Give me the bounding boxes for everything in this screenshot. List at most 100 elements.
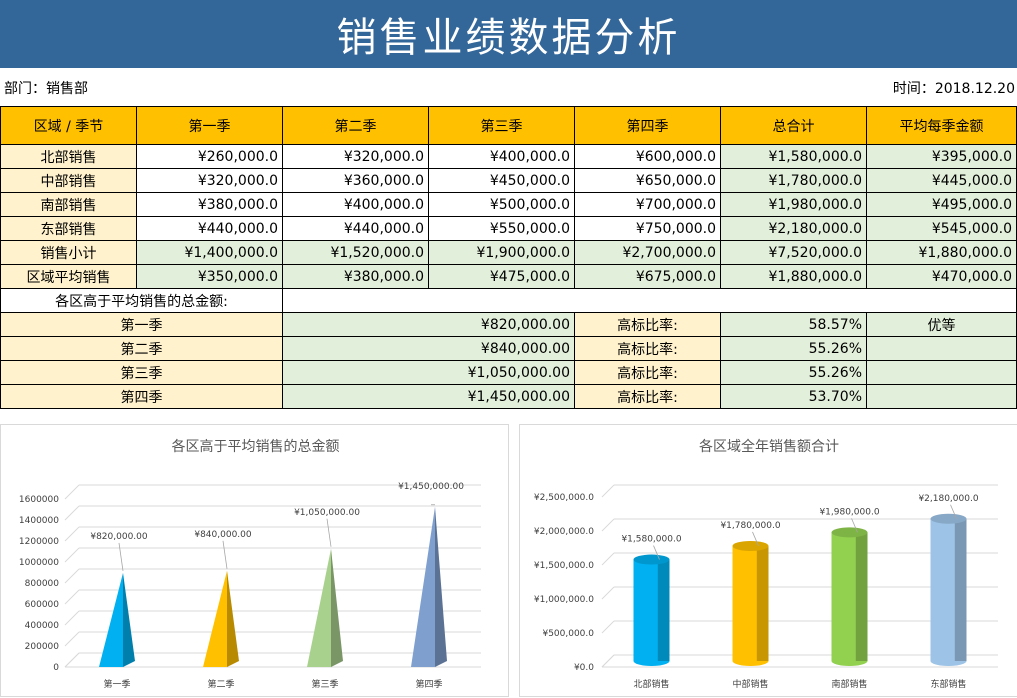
table-cell[interactable]: ¥1,880,000.0 [720, 264, 867, 289]
table-cell[interactable]: ¥1,520,000.0 [282, 240, 429, 265]
table-cell[interactable]: ¥1,980,000.0 [720, 192, 867, 217]
rate-label[interactable]: 高标比率: [574, 384, 721, 409]
cylinder-shade [954, 518, 967, 661]
grade-cell[interactable] [866, 360, 1017, 385]
table-cell[interactable]: ¥675,000.0 [574, 264, 721, 289]
cylinder-shade [855, 532, 868, 661]
y-tick-label: 0 [53, 663, 59, 673]
grade-cell[interactable] [866, 384, 1017, 409]
data-label: ¥840,000.00 [194, 530, 252, 540]
page-title: 销售业绩数据分析 [0, 0, 1017, 68]
table-cell[interactable]: ¥400,000.0 [428, 144, 575, 169]
table-row: 东部销售 ¥440,000.0 ¥440,000.0 ¥550,000.0 ¥7… [0, 216, 1017, 241]
rate-value[interactable]: 53.70% [720, 384, 867, 409]
summary-title[interactable]: 各区高于平均销售的总金额: [0, 288, 283, 313]
y-tick-label: ¥1,000,000.0 [534, 595, 594, 605]
rate-label[interactable]: 高标比率: [574, 312, 721, 337]
table-cell[interactable]: ¥550,000.0 [428, 216, 575, 241]
rate-value[interactable]: 58.57% [720, 312, 867, 337]
x-tick-label: 第二季 [207, 678, 234, 690]
cylinder-chart[interactable]: 各区域全年销售额合计 ¥0.0 ¥500,000.0 ¥1,000,000.0 ¥1,5… [519, 424, 1017, 697]
table-cell[interactable]: ¥1,780,000.0 [720, 168, 867, 193]
data-label: ¥820,000.00 [90, 532, 148, 542]
data-label: ¥1,580,000.0 [621, 535, 681, 545]
table-cell[interactable]: ¥700,000.0 [574, 192, 721, 217]
table-cell[interactable]: ¥440,000.0 [282, 216, 429, 241]
summary-season[interactable]: 第四季 [0, 384, 283, 409]
table-cell[interactable]: ¥450,000.0 [428, 168, 575, 193]
grade-cell[interactable] [866, 336, 1017, 361]
row-label[interactable]: 中部销售 [0, 168, 137, 193]
summary-season[interactable]: 第三季 [0, 360, 283, 385]
table-cell[interactable]: ¥470,000.0 [866, 264, 1017, 289]
empty-cell[interactable] [282, 288, 1017, 313]
table-row: 区域平均销售 ¥350,000.0 ¥380,000.0 ¥475,000.0 … [0, 264, 1017, 289]
table-cell[interactable]: ¥2,700,000.0 [574, 240, 721, 265]
column-header[interactable]: 平均每季金额 [866, 106, 1017, 145]
column-header[interactable]: 第二季 [282, 106, 429, 145]
summary-amount[interactable]: ¥1,050,000.00 [282, 360, 575, 385]
table-cell[interactable]: ¥380,000.0 [136, 192, 283, 217]
rate-label[interactable]: 高标比率: [574, 360, 721, 385]
column-header[interactable]: 第四季 [574, 106, 721, 145]
table-cell[interactable]: ¥475,000.0 [428, 264, 575, 289]
x-tick-label: 东部销售 [930, 678, 966, 690]
pyramid-chart-canvas: 各区高于平均销售的总金额 0 200000 400000 600000 800000 100… [19, 438, 481, 690]
row-label[interactable]: 南部销售 [0, 192, 137, 217]
table-cell[interactable]: ¥500,000.0 [428, 192, 575, 217]
gridline [601, 484, 615, 498]
table-cell[interactable]: ¥260,000.0 [136, 144, 283, 169]
cylinder-shade [657, 559, 670, 661]
table-cell[interactable]: ¥400,000.0 [282, 192, 429, 217]
table-cell[interactable]: ¥350,000.0 [136, 264, 283, 289]
leader-line [950, 504, 957, 519]
table-cell[interactable]: ¥2,180,000.0 [720, 216, 867, 241]
table-cell[interactable]: ¥1,880,000.0 [866, 240, 1017, 265]
summary-row: 第二季 ¥840,000.00 高标比率: 55.26% [0, 336, 1017, 361]
table-cell[interactable]: ¥495,000.0 [866, 192, 1017, 217]
summary-amount[interactable]: ¥820,000.00 [282, 312, 575, 337]
rate-label[interactable]: 高标比率: [574, 336, 721, 361]
row-label[interactable]: 区域平均销售 [0, 264, 137, 289]
table-cell[interactable]: ¥440,000.0 [136, 216, 283, 241]
gridline [64, 610, 80, 626]
row-label[interactable]: 销售小计 [0, 240, 137, 265]
table-cell[interactable]: ¥380,000.0 [282, 264, 429, 289]
pyramid-side [331, 548, 343, 667]
table-cell[interactable]: ¥445,000.0 [866, 168, 1017, 193]
table-cell[interactable]: ¥1,400,000.0 [136, 240, 283, 265]
table-cell[interactable]: ¥1,580,000.0 [720, 144, 867, 169]
rate-value[interactable]: 55.26% [720, 360, 867, 385]
table-cell[interactable]: ¥750,000.0 [574, 216, 721, 241]
column-header[interactable]: 第三季 [428, 106, 575, 145]
table-cell[interactable]: ¥600,000.0 [574, 144, 721, 169]
chart-title: 各区高于平均销售的总金额 [172, 438, 340, 455]
summary-amount[interactable]: ¥840,000.00 [282, 336, 575, 361]
table-cell[interactable]: ¥650,000.0 [574, 168, 721, 193]
table-cell[interactable]: ¥395,000.0 [866, 144, 1017, 169]
table-cell[interactable]: ¥1,900,000.0 [428, 240, 575, 265]
table-cell[interactable]: ¥545,000.0 [866, 216, 1017, 241]
pyramid-front [203, 570, 227, 667]
column-header[interactable]: 区域 / 季节 [0, 106, 137, 145]
pyramid-front [99, 572, 123, 667]
table-cell[interactable]: ¥360,000.0 [282, 168, 429, 193]
summary-season[interactable]: 第二季 [0, 336, 283, 361]
table-cell[interactable]: ¥320,000.0 [136, 168, 283, 193]
table-cell[interactable]: ¥320,000.0 [282, 144, 429, 169]
row-label[interactable]: 东部销售 [0, 216, 137, 241]
table-cell[interactable]: ¥7,520,000.0 [720, 240, 867, 265]
column-header[interactable]: 总合计 [720, 106, 867, 145]
leader-line [118, 542, 124, 571]
data-label: ¥1,780,000.0 [720, 521, 780, 531]
pyramid-chart[interactable]: 各区高于平均销售的总金额 0 200000 400000 600000 800000 100… [0, 424, 509, 697]
summary-amount[interactable]: ¥1,450,000.00 [282, 384, 575, 409]
rate-value[interactable]: 55.26% [720, 336, 867, 361]
grade-cell[interactable]: 优等 [866, 312, 1017, 337]
y-tick-label: 1000000 [19, 558, 59, 568]
pyramid-side [227, 570, 239, 667]
data-label: ¥1,050,000.00 [294, 508, 360, 518]
summary-season[interactable]: 第一季 [0, 312, 283, 337]
row-label[interactable]: 北部销售 [0, 144, 137, 169]
column-header[interactable]: 第一季 [136, 106, 283, 145]
